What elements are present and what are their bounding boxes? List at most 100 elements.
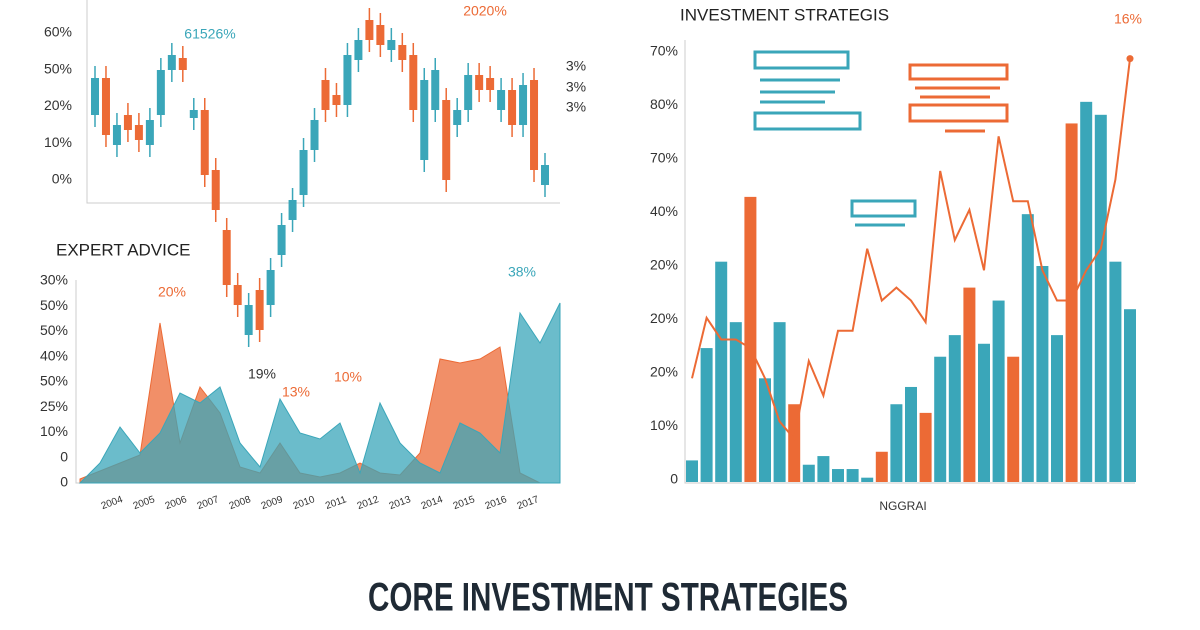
candle-body	[189, 110, 198, 118]
bar	[992, 300, 1005, 482]
x-tick-label: 2016	[484, 494, 509, 512]
candle-body	[134, 125, 143, 140]
annotation: 20%	[158, 284, 186, 300]
candle-body	[101, 78, 110, 135]
y-tick-label: 0	[60, 448, 68, 464]
candle-body	[486, 78, 495, 90]
candle-body	[343, 55, 352, 105]
x-tick-label: 2006	[164, 494, 189, 512]
y-tick-label: 10%	[44, 134, 72, 150]
candle-body	[497, 90, 506, 110]
trend-point	[1126, 55, 1134, 63]
candle-body	[530, 80, 539, 170]
candle-body	[167, 55, 176, 70]
candle-body	[244, 305, 253, 335]
bar	[934, 356, 947, 482]
bar	[1051, 335, 1063, 482]
y-tick-label: 20%	[650, 257, 678, 273]
candle-body	[321, 80, 330, 110]
bar	[919, 412, 932, 482]
candle-body	[123, 115, 132, 130]
y-tick-label: 0	[670, 471, 678, 487]
y-tick-label: 80%	[650, 96, 678, 112]
y-tick-label: 50%	[40, 297, 68, 313]
y-tick-label: 0%	[52, 171, 72, 187]
annotation: 61526%	[184, 26, 235, 42]
annotation: 3%	[566, 58, 586, 74]
x-tick-label: 2009	[260, 494, 285, 512]
bar	[729, 322, 742, 482]
annotation: 10%	[334, 369, 362, 385]
x-tick-label: 2014	[420, 494, 445, 512]
main-title: CORE INVESTMENT STRATEGIES	[368, 576, 848, 620]
bar	[1065, 123, 1078, 482]
bar	[1036, 266, 1049, 482]
bar	[686, 460, 698, 482]
bar	[963, 287, 976, 482]
candle-body	[409, 55, 418, 110]
y-tick-label: 60%	[44, 24, 72, 40]
y-tick-label: 0	[60, 474, 68, 490]
candle-body	[266, 270, 275, 305]
bar	[1080, 101, 1093, 482]
y-tick-label: 50%	[40, 373, 68, 389]
candle-body	[365, 20, 374, 40]
bar	[1007, 356, 1020, 482]
candle-body	[233, 285, 242, 305]
x-tick-label: 2015	[452, 494, 477, 512]
x-tick-label: 2005	[132, 494, 157, 512]
x-axis-label: NGGRAI	[879, 499, 926, 513]
candle-body	[376, 25, 385, 45]
y-tick-label: 70%	[650, 43, 678, 59]
bar	[832, 469, 844, 482]
bar	[773, 322, 786, 482]
x-tick-label: 2007	[196, 494, 221, 512]
candle-body	[277, 225, 286, 255]
candle-body	[200, 110, 209, 175]
annotation: 13%	[282, 384, 310, 400]
y-tick-label: 70%	[650, 150, 678, 166]
annotation: 19%	[248, 366, 276, 382]
decor-boxes	[753, 50, 1009, 227]
candle-body	[222, 230, 231, 285]
candle-body	[145, 120, 154, 145]
y-tick-label: 10%	[650, 417, 678, 433]
bar	[1109, 261, 1122, 482]
candle-body	[508, 90, 517, 125]
y-tick-label: 40%	[40, 347, 68, 363]
candle-body	[255, 290, 264, 330]
bar	[890, 404, 903, 482]
bar	[1094, 114, 1107, 483]
candle-body	[541, 165, 549, 185]
x-tick-label: 2012	[356, 494, 381, 512]
y-tick-label: 40%	[650, 203, 678, 219]
bar	[1021, 214, 1034, 482]
bar	[802, 464, 815, 482]
candle-body	[299, 150, 308, 195]
annotation: 38%	[508, 264, 536, 280]
candle-body	[156, 70, 165, 115]
annotation: 16%	[1114, 11, 1142, 27]
x-tick-label: 2011	[324, 494, 348, 512]
bar	[744, 196, 757, 482]
candle-body	[420, 80, 429, 160]
y-tick-label: 50%	[44, 60, 72, 76]
candle-body	[398, 45, 407, 60]
candle-body	[442, 100, 451, 180]
x-tick-label: 2010	[292, 494, 317, 512]
x-tick-label: 2013	[388, 494, 413, 512]
bar	[1124, 309, 1136, 482]
candle-body	[288, 200, 297, 220]
x-tick-label: 2017	[516, 494, 541, 512]
candle-body	[464, 75, 473, 110]
annotation: 2020%	[463, 3, 507, 19]
y-tick-label: 20%	[44, 97, 72, 113]
candle-body	[178, 58, 187, 70]
candle-body	[519, 85, 528, 125]
bar	[875, 451, 888, 482]
bar	[861, 477, 874, 482]
trend-line	[691, 58, 1131, 442]
x-tick-label: 2004	[100, 494, 125, 512]
y-tick-label: 20%	[650, 310, 678, 326]
